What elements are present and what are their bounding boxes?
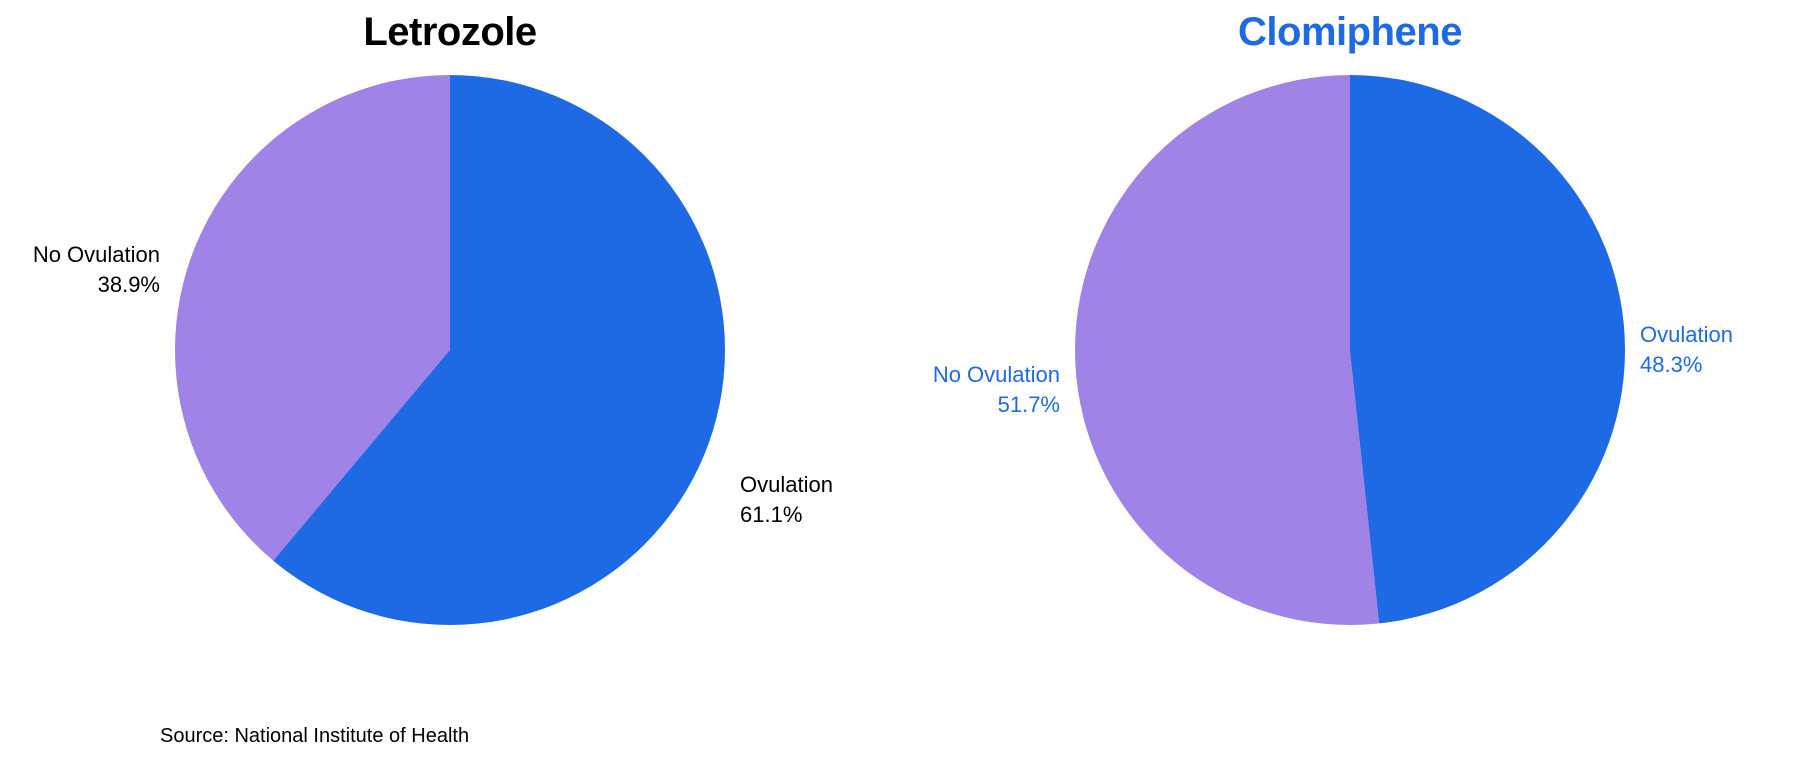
chart-container: LetrozoleOvulation61.1%No Ovulation38.9%… [0,0,1800,768]
label-clomiphene-no-ovulation: No Ovulation51.7% [933,360,1060,419]
panel-letrozole: LetrozoleOvulation61.1%No Ovulation38.9%… [0,0,900,768]
pie-wrap-letrozole: Ovulation61.1%No Ovulation38.9% [175,75,725,625]
label-letrozole-ovulation: Ovulation61.1% [740,470,833,529]
source-text: Source: National Institute of Health [160,725,469,748]
panel-clomiphene: ClomipheneOvulation48.3%No Ovulation51.7… [900,0,1800,768]
pie-clomiphene [1075,75,1625,625]
pie-letrozole [175,75,725,625]
label-letrozole-no-ovulation: No Ovulation38.9% [33,240,160,299]
pie-wrap-clomiphene: Ovulation48.3%No Ovulation51.7% [1075,75,1625,625]
title-letrozole: Letrozole [363,10,536,55]
label-clomiphene-ovulation: Ovulation48.3% [1640,320,1733,379]
title-clomiphene: Clomiphene [1238,10,1462,55]
